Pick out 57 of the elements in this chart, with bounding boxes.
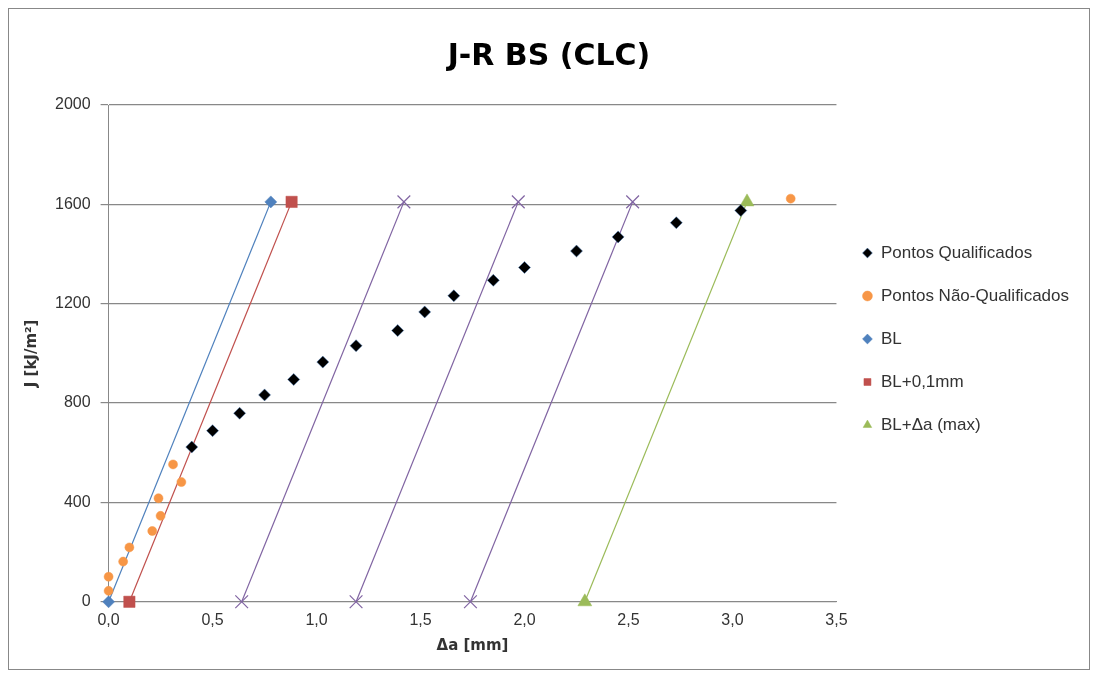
point: [349, 594, 364, 609]
x-tick-label: 3,0: [721, 610, 744, 628]
y-tick-label: 1600: [55, 194, 91, 212]
point: [258, 388, 271, 402]
point: [418, 305, 431, 319]
point: [264, 195, 278, 209]
point: [511, 194, 526, 209]
point: [103, 571, 114, 582]
point: [518, 261, 531, 274]
point: [570, 244, 583, 258]
y-axis-title: J [kJ/m²]: [21, 319, 40, 389]
legend-label: BL+Δa (max): [880, 414, 981, 434]
point: [625, 194, 640, 209]
point: [176, 477, 187, 487]
point: [185, 440, 199, 454]
x-tick-label: 2,0: [513, 610, 536, 628]
point: [463, 594, 478, 609]
chart-title: J-R BS (CLC): [445, 36, 651, 72]
point: [168, 459, 178, 470]
point: [233, 407, 246, 420]
point: [316, 355, 330, 369]
y-tick-label: 800: [63, 393, 91, 411]
y-tick-label: 400: [63, 492, 91, 510]
y-tick-label: 2000: [55, 95, 91, 113]
point: [447, 289, 461, 303]
x-tick-label: 0,0: [97, 610, 120, 628]
point: [103, 586, 114, 596]
point: [153, 493, 164, 503]
point: [118, 556, 128, 567]
point: [285, 195, 298, 208]
x-tick-label: 1,0: [305, 610, 328, 628]
point: [391, 324, 404, 337]
point: [349, 339, 363, 352]
legend-label: Pontos Não-Qualificados: [880, 285, 1069, 305]
point: [155, 511, 166, 521]
point: [123, 595, 136, 608]
x-tick-label: 2,5: [617, 610, 640, 628]
point: [287, 373, 300, 386]
x-tick-label: 1,5: [409, 610, 432, 628]
y-tick-label: 0: [81, 592, 91, 610]
point: [234, 594, 249, 609]
point: [670, 216, 683, 229]
legend-label: Pontos Qualificados: [880, 242, 1033, 262]
point: [611, 230, 625, 244]
x-axis-title: Δa [mm]: [436, 635, 509, 654]
x-tick-label: 3,5: [825, 610, 848, 628]
x-tick-label: 0,5: [201, 610, 224, 628]
legend-label: BL+0,1mm: [880, 371, 964, 391]
point: [396, 194, 411, 209]
point: [124, 542, 135, 553]
legend-label: BL: [880, 328, 902, 348]
point: [487, 274, 500, 287]
point: [206, 424, 219, 437]
point: [785, 193, 796, 204]
y-tick-label: 1200: [55, 294, 91, 312]
point: [734, 204, 748, 217]
point: [147, 526, 158, 536]
